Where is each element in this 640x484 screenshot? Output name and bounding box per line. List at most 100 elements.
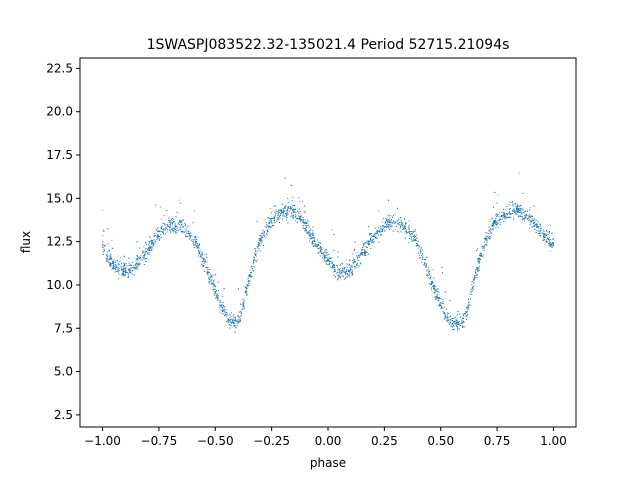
data-point — [275, 213, 277, 215]
data-point — [328, 264, 330, 266]
data-point — [294, 213, 296, 215]
data-point — [246, 293, 248, 295]
data-point — [536, 225, 538, 227]
data-point — [473, 275, 475, 277]
data-point — [248, 282, 250, 284]
data-point — [274, 215, 276, 217]
data-point — [282, 208, 284, 210]
data-point — [485, 244, 487, 245]
data-point — [249, 276, 251, 278]
data-point — [287, 208, 289, 210]
data-point — [143, 258, 145, 260]
data-point — [378, 210, 380, 212]
data-point — [354, 249, 356, 250]
data-point — [421, 261, 423, 263]
data-point — [153, 235, 155, 237]
data-point — [214, 286, 216, 287]
data-point — [368, 240, 370, 242]
data-point — [197, 245, 199, 247]
data-point — [324, 255, 326, 257]
data-point — [434, 288, 436, 290]
data-point — [328, 258, 330, 260]
data-point — [433, 286, 435, 288]
data-point — [235, 320, 237, 322]
data-point — [472, 290, 474, 292]
data-point — [394, 213, 396, 215]
data-point — [523, 212, 525, 214]
data-point — [518, 208, 520, 210]
data-point — [537, 227, 539, 229]
data-point — [136, 241, 138, 243]
data-point — [527, 217, 529, 219]
data-point — [188, 232, 190, 234]
data-point — [196, 247, 198, 249]
data-point — [213, 284, 215, 286]
data-point — [305, 232, 307, 234]
data-point — [456, 322, 458, 323]
data-point — [192, 239, 194, 241]
data-point — [165, 226, 166, 228]
data-point — [211, 283, 212, 285]
data-point — [144, 255, 146, 257]
data-point — [503, 209, 504, 211]
data-point — [468, 298, 470, 300]
data-point — [325, 263, 327, 265]
data-point — [310, 228, 312, 230]
data-point — [222, 310, 224, 312]
data-point — [551, 244, 552, 246]
data-point — [417, 244, 419, 246]
data-point — [493, 227, 495, 229]
data-point — [198, 251, 200, 253]
data-point — [431, 281, 433, 283]
data-point — [461, 326, 463, 328]
data-point — [223, 287, 225, 289]
data-point — [345, 273, 346, 275]
data-point — [387, 221, 389, 223]
data-point — [418, 244, 420, 246]
data-point — [305, 227, 307, 228]
data-point — [364, 249, 366, 250]
data-point — [273, 220, 275, 222]
data-point — [285, 219, 287, 221]
data-point — [230, 322, 232, 324]
data-point — [349, 274, 350, 276]
data-point — [316, 244, 318, 246]
data-point — [291, 212, 293, 214]
data-point — [518, 208, 520, 210]
data-point — [366, 247, 368, 248]
data-point — [292, 209, 294, 211]
data-point — [400, 222, 402, 223]
data-point — [351, 269, 353, 271]
data-point — [343, 279, 345, 280]
data-point — [529, 224, 531, 226]
data-point — [457, 322, 459, 324]
data-point — [452, 321, 454, 323]
data-point — [520, 215, 521, 217]
data-point — [245, 287, 247, 288]
data-point — [304, 211, 306, 213]
data-point — [405, 223, 407, 225]
data-point — [255, 254, 257, 256]
data-point — [311, 242, 313, 244]
data-point — [400, 231, 402, 233]
data-point — [537, 226, 539, 228]
data-point — [494, 191, 496, 193]
data-point — [312, 237, 314, 239]
data-point — [319, 251, 321, 253]
data-point — [128, 269, 129, 271]
data-point — [391, 225, 393, 227]
data-point — [232, 321, 234, 323]
data-point — [529, 216, 531, 218]
data-point — [295, 216, 297, 218]
data-point — [200, 251, 202, 253]
data-point — [531, 215, 533, 217]
data-point — [531, 216, 533, 217]
data-point — [540, 223, 541, 225]
data-point — [164, 233, 166, 235]
data-point — [489, 229, 491, 231]
data-point — [169, 219, 171, 221]
data-point — [329, 263, 330, 265]
data-point — [529, 219, 531, 221]
data-point — [485, 232, 486, 233]
data-point — [428, 271, 430, 273]
